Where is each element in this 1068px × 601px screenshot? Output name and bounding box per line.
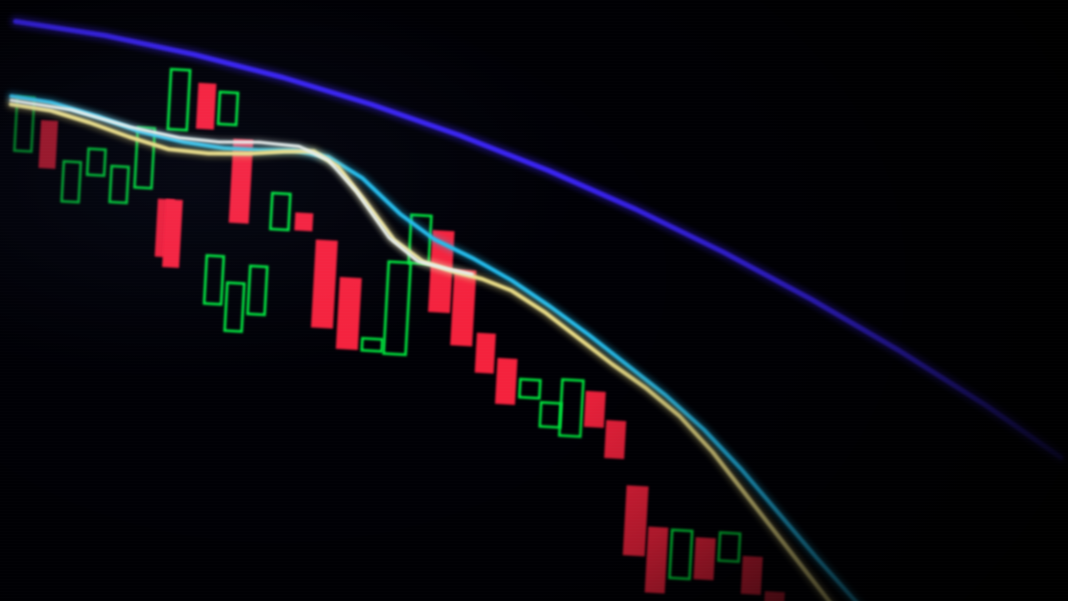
candlestick-chart bbox=[0, 0, 1068, 601]
trading-screen bbox=[0, 0, 1068, 601]
